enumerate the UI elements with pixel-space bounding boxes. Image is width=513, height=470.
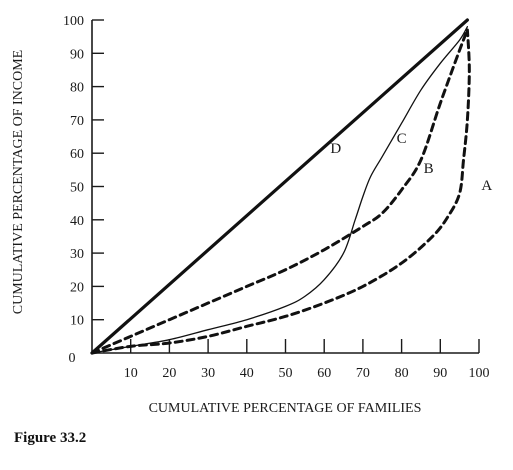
curve-label-B: B — [424, 161, 434, 177]
y-axis-title: CUMULATIVE PERCENTAGE OF INCOME — [11, 50, 26, 315]
x-tick-label-30: 30 — [201, 366, 215, 381]
y-tick-label-90: 90 — [70, 47, 84, 62]
x-tick-label-40: 40 — [240, 366, 254, 381]
x-axis-title: CUMULATIVE PERCENTAGE OF FAMILIES — [149, 401, 422, 416]
curve-C — [91, 26, 469, 354]
lorenz-curve-chart: 10 20 30 40 50 60 70 80 90 100 10 20 30 40 50 60 70 80 90 1… — [11, 14, 492, 416]
x-tick-label-100: 100 — [469, 366, 490, 381]
curve-B — [90, 28, 469, 355]
x-tick-label-10: 10 — [124, 366, 138, 381]
curve-label-A: A — [481, 178, 492, 194]
y-tick-label-20: 20 — [70, 280, 84, 295]
curve-label-D: D — [330, 141, 341, 157]
y-tick-label-40: 40 — [70, 214, 84, 229]
y-tick-label-60: 60 — [70, 147, 84, 162]
curve-D — [90, 18, 469, 355]
curve-label-C: C — [397, 131, 407, 147]
figure-caption: Figure 33.2 — [14, 430, 87, 446]
plot-area: 10 20 30 40 50 60 70 80 90 100 10 20 30 40 50 60 70 80 90 1… — [63, 14, 492, 381]
y-tick-label-100: 100 — [63, 14, 84, 29]
x-tick-label-90: 90 — [433, 366, 447, 381]
x-tick-label-60: 60 — [317, 366, 331, 381]
y-tick-label-70: 70 — [70, 114, 84, 129]
y-tick-label-50: 50 — [70, 181, 84, 196]
y-tick-label-10: 10 — [70, 314, 84, 329]
y-tick-label-80: 80 — [70, 81, 84, 96]
x-tick-label-20: 20 — [162, 366, 176, 381]
y-tick-label-30: 30 — [70, 247, 84, 262]
x-tick-label-70: 70 — [356, 366, 370, 381]
curve-A — [90, 28, 471, 355]
x-tick-label-80: 80 — [395, 366, 409, 381]
origin-label: 0 — [69, 351, 76, 366]
x-tick-label-50: 50 — [279, 366, 293, 381]
